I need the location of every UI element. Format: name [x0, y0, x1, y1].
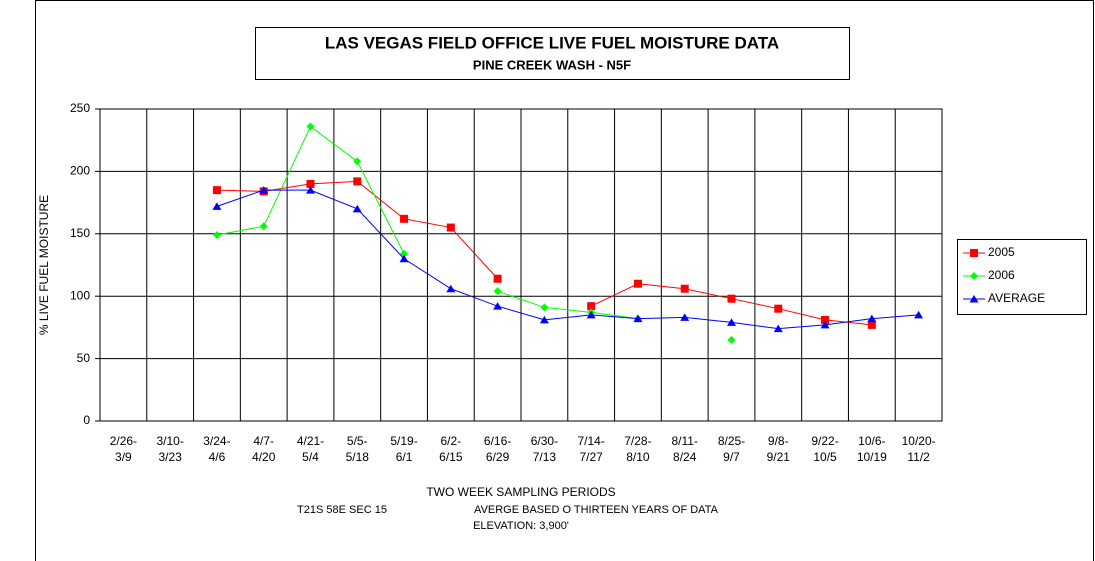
- title-box: [255, 27, 850, 80]
- x-tick-label: 10/6-10/19: [857, 434, 887, 464]
- x-axis-label: TWO WEEK SAMPLING PERIODS: [426, 485, 615, 499]
- x-tick-label: 6/30-7/13: [531, 434, 558, 464]
- note: T21S 58E SEC 15: [297, 504, 387, 516]
- legend-label: 2005: [988, 245, 1015, 259]
- marker: [353, 177, 362, 186]
- marker: [587, 302, 596, 311]
- chart-subtitle: PINE CREEK WASH - N5F: [473, 57, 631, 72]
- x-tick-label: 8/25-9/7: [718, 434, 745, 464]
- marker: [212, 186, 221, 195]
- marker: [727, 294, 736, 303]
- series-line: [216, 189, 919, 330]
- marker: [633, 314, 643, 323]
- x-tick-label: 3/24-4/6: [203, 434, 230, 464]
- marker: [259, 186, 269, 194]
- x-tick-label: 9/8-9/21: [767, 434, 791, 464]
- marker: [867, 320, 876, 329]
- marker: [970, 249, 978, 257]
- marker: [493, 287, 502, 296]
- marker: [914, 310, 924, 319]
- marker: [400, 214, 409, 223]
- marker: [540, 303, 549, 312]
- marker: [821, 315, 830, 324]
- y-axis-label: % LIVE FUEL MOISTURE: [37, 195, 51, 335]
- marker: [633, 279, 642, 288]
- marker: [727, 318, 736, 326]
- x-tick-label: 6/16-6/29: [484, 434, 511, 464]
- x-tick-label: 4/7-4/20: [252, 434, 276, 464]
- y-tick-label: 150: [70, 226, 90, 240]
- marker: [212, 202, 222, 210]
- marker: [493, 274, 502, 283]
- marker: [353, 157, 362, 166]
- note: AVERGE BASED O THIRTEEN YEARS OF DATA: [474, 504, 719, 516]
- marker: [680, 313, 690, 321]
- marker: [680, 284, 689, 293]
- y-tick-label: 0: [83, 413, 90, 427]
- x-tick-label: 8/11-8/24: [671, 434, 697, 464]
- chart-title: LAS VEGAS FIELD OFFICE LIVE FUEL MOISTUR…: [325, 33, 779, 52]
- x-tick-label: 10/20-11/2: [902, 434, 936, 464]
- marker: [352, 204, 362, 213]
- marker: [306, 186, 315, 194]
- marker: [727, 335, 736, 344]
- marker: [446, 284, 456, 293]
- legend-box: [957, 239, 1087, 315]
- marker: [969, 295, 979, 303]
- x-tick-label: 7/14-7/27: [577, 434, 604, 464]
- x-tick-label: 9/22-10/5: [811, 434, 838, 464]
- marker: [446, 223, 455, 232]
- x-tick-label: 2/26-3/9: [110, 434, 137, 464]
- x-tick-label: 4/21-5/4: [297, 434, 324, 464]
- marker: [970, 272, 978, 280]
- x-tick-label: 6/2-6/15: [439, 434, 463, 464]
- marker: [493, 302, 503, 310]
- legend-label: 2006: [988, 268, 1015, 282]
- marker: [306, 179, 315, 188]
- marker: [400, 249, 409, 258]
- x-tick-label: 7/28-8/10: [624, 434, 651, 464]
- marker: [212, 231, 221, 240]
- y-tick-label: 100: [70, 288, 90, 302]
- y-tick-label: 50: [77, 351, 91, 365]
- y-tick-label: 250: [70, 101, 90, 115]
- legend-label: AVERAGE: [988, 291, 1045, 305]
- x-tick-label: 5/19-6/1: [390, 434, 417, 464]
- marker: [773, 324, 783, 333]
- marker: [586, 310, 596, 319]
- marker: [820, 320, 830, 329]
- y-tick-label: 200: [70, 164, 90, 178]
- marker: [259, 222, 268, 231]
- x-tick-label: 5/5-5/18: [346, 434, 370, 464]
- marker: [774, 304, 783, 313]
- marker: [867, 314, 877, 323]
- marker: [399, 254, 409, 263]
- marker: [306, 122, 315, 131]
- x-tick-label: 3/10-3/23: [156, 434, 183, 464]
- note: ELEVATION: 3,900': [473, 520, 569, 532]
- marker: [539, 315, 549, 324]
